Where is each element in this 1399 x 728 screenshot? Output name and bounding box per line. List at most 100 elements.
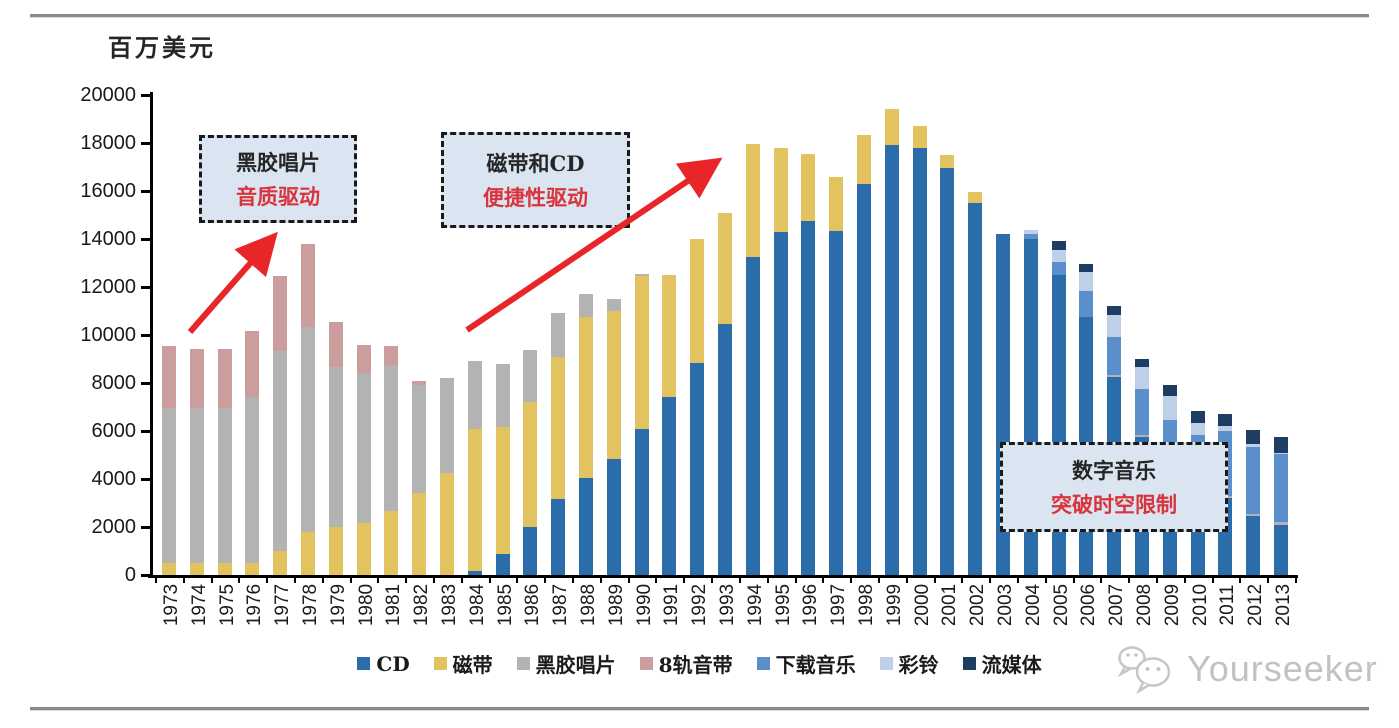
- legend-item: 磁带: [433, 649, 493, 678]
- x-tick-label: 1991: [661, 583, 683, 627]
- x-tick-label: 2013: [1273, 583, 1295, 627]
- y-axis-unit-label: 百万美元: [108, 33, 216, 62]
- watermark: Yourseeker: [1115, 640, 1385, 698]
- x-tick-label: 1999: [883, 583, 905, 627]
- bar-segment: [829, 230, 844, 575]
- legend-item: 8轨音带: [639, 649, 733, 678]
- y-tick-mark: [141, 574, 151, 577]
- bar-segment: [1051, 249, 1066, 262]
- bar-segment: [161, 408, 176, 563]
- x-tick-mark: [683, 577, 686, 583]
- bar-segment: [467, 361, 482, 429]
- legend-swatch: [756, 657, 770, 670]
- bar-segment: [1107, 337, 1122, 375]
- watermark-text: Yourseeker: [1187, 648, 1378, 689]
- x-tick-mark: [1183, 577, 1186, 583]
- x-tick-label: 1973: [160, 583, 182, 627]
- bar-segment: [606, 311, 621, 459]
- y-tick-label: 8000: [91, 372, 137, 394]
- y-tick-mark: [141, 478, 151, 481]
- bar-segment: [634, 428, 649, 575]
- x-tick-label: 1994: [744, 583, 766, 627]
- x-tick-mark: [1239, 577, 1242, 583]
- bar-segment: [384, 345, 399, 365]
- legend-item: 黑胶唱片: [516, 649, 616, 678]
- bar-segment: [189, 349, 204, 409]
- x-tick-label: 1975: [216, 583, 238, 627]
- x-tick-label: 1977: [272, 583, 294, 627]
- x-tick-mark: [238, 577, 241, 583]
- x-tick-label: 1995: [772, 583, 794, 627]
- x-tick-mark: [210, 577, 213, 583]
- y-tick-mark: [141, 238, 151, 241]
- bar-segment: [217, 349, 232, 409]
- y-tick-label: 18000: [80, 132, 136, 154]
- x-tick-mark: [488, 577, 491, 583]
- annotation-title: 数字音乐: [1072, 458, 1156, 483]
- x-tick-mark: [905, 577, 908, 583]
- y-tick-mark: [141, 286, 151, 289]
- y-tick-mark: [141, 190, 151, 193]
- bar-segment: [1218, 413, 1233, 427]
- bar-segment: [1274, 524, 1289, 575]
- bar-segment: [634, 276, 649, 429]
- x-tick-label: 1990: [633, 583, 655, 627]
- wechat-icon: [1117, 646, 1171, 695]
- bar-segment: [884, 109, 899, 146]
- bar-segment: [439, 378, 454, 473]
- bar-segment: [745, 257, 760, 575]
- x-tick-label: 2004: [1022, 583, 1044, 627]
- bar-segment: [551, 356, 566, 500]
- legend-swatch: [639, 657, 653, 670]
- legend-item: 流媒体: [962, 649, 1042, 678]
- bar-segment: [300, 531, 315, 575]
- bar-segment: [189, 563, 204, 575]
- bar-segment: [328, 527, 343, 575]
- x-tick-mark: [321, 577, 324, 583]
- legend-label: 8轨音带: [658, 653, 733, 677]
- x-tick-label: 2002: [967, 583, 989, 627]
- bar-segment: [523, 350, 538, 403]
- x-tick-label: 1978: [299, 583, 321, 627]
- legend-label: 磁带: [452, 653, 493, 677]
- y-tick-mark: [141, 94, 151, 97]
- x-tick-label: 1992: [689, 583, 711, 627]
- y-tick-label: 14000: [80, 228, 136, 250]
- bar-segment: [1246, 446, 1261, 514]
- x-tick-mark: [599, 577, 602, 583]
- x-tick-mark: [766, 577, 769, 583]
- x-tick-label: 1976: [244, 583, 266, 627]
- x-tick-mark: [544, 577, 547, 583]
- bar-segment: [940, 168, 955, 575]
- x-tick-mark: [794, 577, 797, 583]
- x-tick-label: 2010: [1189, 583, 1211, 627]
- bar-segment: [745, 144, 760, 257]
- bar-segment: [356, 373, 371, 524]
- bar-segment: [578, 317, 593, 478]
- bar-segment: [356, 344, 371, 374]
- legend-item: 下载音乐: [756, 649, 856, 678]
- x-tick-mark: [294, 577, 297, 583]
- x-tick-mark: [572, 577, 575, 583]
- bar-segment: [718, 324, 732, 575]
- bar-segment: [884, 145, 899, 575]
- y-tick-label: 4000: [91, 468, 137, 490]
- x-tick-mark: [1128, 577, 1131, 583]
- x-tick-mark: [433, 577, 436, 583]
- bar-segment: [718, 212, 732, 325]
- x-tick-label: 2006: [1078, 583, 1100, 627]
- x-tick-mark: [155, 577, 157, 583]
- bar-segment: [1107, 305, 1122, 316]
- bar-segment: [439, 473, 454, 575]
- y-tick-mark: [141, 334, 151, 337]
- bar-segment: [662, 397, 677, 575]
- bar-segment: [300, 326, 315, 532]
- y-tick-mark: [141, 430, 151, 433]
- bar-segment: [1135, 367, 1150, 389]
- x-tick-label: 2008: [1134, 583, 1156, 627]
- x-tick-label: 1984: [466, 583, 488, 627]
- bottom-divider: [30, 707, 1369, 711]
- legend-swatch: [962, 657, 976, 670]
- bar-segment: [412, 380, 427, 386]
- bar-segment: [328, 367, 343, 527]
